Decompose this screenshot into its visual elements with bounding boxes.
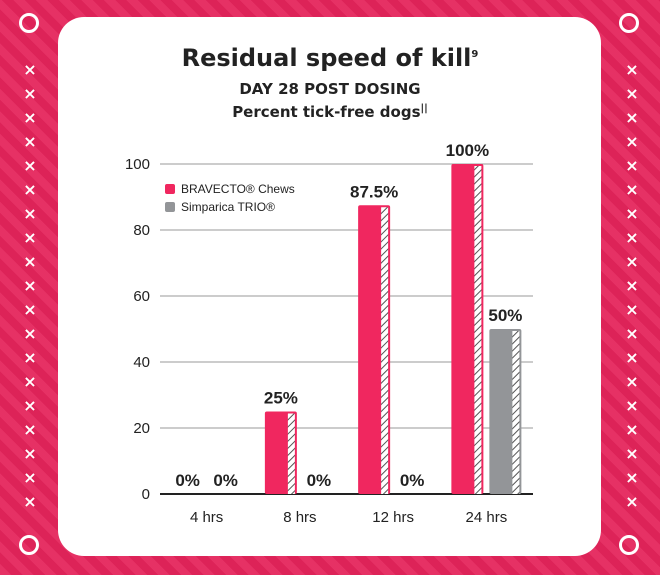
border-cross-icon: × [625,204,639,223]
border-cross-icon: × [23,60,37,79]
border-cross-icon: × [23,492,37,511]
border-cross-icon: × [23,204,37,223]
chart-title: Residual speed of kill9 [181,44,479,72]
border-ring-icon [619,535,639,555]
border-cross-icon: × [625,84,639,103]
x-tick-label: 24 hrs [466,509,508,526]
border-cross-icon: × [625,300,639,319]
bar-hatch [287,413,295,494]
border-ring-icon [19,13,39,33]
border-cross-icon: × [23,156,37,175]
border-cross-icon: × [23,84,37,103]
border-cross-icon: × [23,444,37,463]
border-cross-icon: × [625,252,639,271]
border-cross-icon: × [625,444,639,463]
data-label: 50% [488,306,522,325]
border-cross-icon: × [23,348,37,367]
border-cross-icon: × [625,156,639,175]
border-cross-icon: × [23,372,37,391]
border-cross-icon: × [625,420,639,439]
border-cross-icon: × [625,324,639,343]
border-cross-icon: × [625,372,639,391]
chart-subtitle-2: Percent tick-free dogs|| [232,103,428,121]
data-label: 0% [213,471,238,490]
border-cross-icon: × [625,276,639,295]
data-label: 87.5% [350,182,398,201]
border-cross-icon: × [23,420,37,439]
y-tick-label: 40 [133,354,150,371]
border-cross-icon: × [23,468,37,487]
border-cross-icon: × [625,132,639,151]
border-cross-icon: × [23,108,37,127]
border-ring-icon [619,13,639,33]
x-tick-label: 12 hrs [372,509,414,526]
border-cross-icon: × [23,324,37,343]
x-tick-label: 8 hrs [283,509,316,526]
data-label: 100% [446,141,489,160]
bar-hatch [381,207,389,494]
legend-label: Simparica TRIO® [181,200,275,214]
bar-hatch [474,166,482,494]
legend-swatch [165,184,175,194]
border-cross-icon: × [625,396,639,415]
data-label: 0% [400,471,425,490]
y-tick-label: 0 [142,486,150,503]
y-tick-label: 100 [125,156,150,173]
border-cross-icon: × [23,396,37,415]
x-tick-label: 4 hrs [190,509,223,526]
border-cross-icon: × [23,132,37,151]
data-label: 0% [307,471,332,490]
y-tick-label: 80 [133,222,150,239]
y-tick-label: 60 [133,288,150,305]
border-cross-icon: × [23,276,37,295]
border-cross-icon: × [625,468,639,487]
border-cross-icon: × [23,180,37,199]
border-ring-icon [19,535,39,555]
data-label: 25% [264,389,298,408]
border-cross-icon: × [625,108,639,127]
y-tick-label: 20 [133,420,150,437]
legend-label: BRAVECTO® Chews [181,182,295,196]
legend-swatch [165,202,175,212]
chart-subtitle: DAY 28 POST DOSING [239,80,421,98]
bar-hatch [512,331,520,494]
border-cross-icon: × [23,228,37,247]
border-cross-icon: × [625,348,639,367]
border-cross-icon: × [23,252,37,271]
border-cross-icon: × [625,228,639,247]
border-cross-icon: × [625,492,639,511]
border-cross-icon: × [23,300,37,319]
border-cross-icon: × [625,60,639,79]
border-cross-icon: × [625,180,639,199]
data-label: 0% [175,471,200,490]
